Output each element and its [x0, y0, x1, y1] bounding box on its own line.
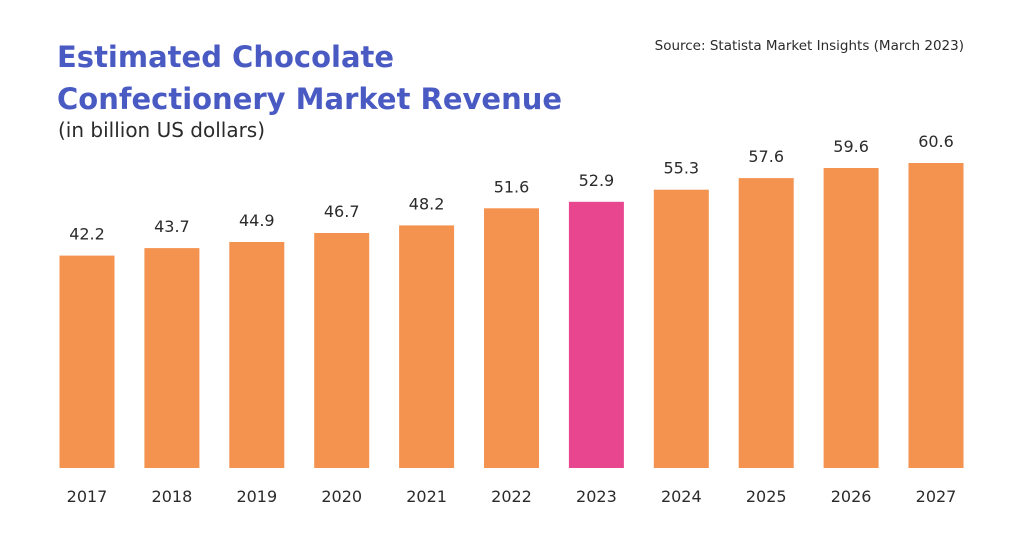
bar-2027 [908, 163, 964, 468]
x-tick-label-2020: 2020 [321, 487, 362, 506]
bars-group [59, 163, 964, 469]
chart-title-line-2: Confectionery Market Revenue [57, 82, 563, 116]
bar-2025 [738, 178, 794, 468]
bar-2023 [568, 201, 624, 469]
x-tick-label-2022: 2022 [491, 487, 532, 506]
bar-2026 [823, 168, 879, 468]
value-label-2025: 57.6 [748, 147, 784, 166]
chart-subtitle: (in billion US dollars) [58, 118, 266, 142]
value-label-2021: 48.2 [409, 194, 445, 213]
x-tick-label-2018: 2018 [152, 487, 193, 506]
value-label-2023: 52.9 [579, 171, 615, 190]
bar-2017 [59, 255, 115, 468]
value-label-2017: 42.2 [69, 225, 105, 244]
x-tick-labels-group: 2017 2018 2019 2020 2021 2022 2023 2024 2025 2026… [67, 487, 957, 506]
chart-title-line-1: Estimated Chocolate [57, 40, 395, 74]
value-label-2018: 43.7 [154, 217, 190, 236]
value-label-2020: 46.7 [324, 202, 360, 221]
chart-title: Estimated Chocolate Confectionery Market… [57, 36, 597, 120]
bar-2020 [314, 233, 370, 468]
value-label-2019: 44.9 [239, 211, 275, 230]
x-tick-label-2027: 2027 [916, 487, 957, 506]
value-label-2027: 60.6 [918, 132, 954, 151]
value-labels-group: 42.2 43.7 44.9 46.7 48.2 51.6 52.9 55.3 57.6 59.6… [69, 132, 954, 244]
value-label-2026: 59.6 [833, 137, 869, 156]
bar-2021 [399, 225, 455, 468]
bar-2024 [653, 189, 709, 468]
source-note: Source: Statista Market Insights (March … [654, 38, 964, 54]
x-tick-label-2026: 2026 [831, 487, 872, 506]
x-tick-label-2017: 2017 [67, 487, 108, 506]
value-label-2024: 55.3 [663, 159, 699, 178]
value-label-2022: 51.6 [494, 177, 530, 196]
x-tick-label-2021: 2021 [406, 487, 447, 506]
bar-2018 [144, 248, 200, 468]
x-tick-label-2023: 2023 [576, 487, 617, 506]
x-tick-label-2019: 2019 [236, 487, 277, 506]
bar-2019 [229, 242, 285, 468]
x-tick-label-2025: 2025 [746, 487, 787, 506]
x-tick-label-2024: 2024 [661, 487, 702, 506]
bar-2022 [484, 208, 539, 469]
